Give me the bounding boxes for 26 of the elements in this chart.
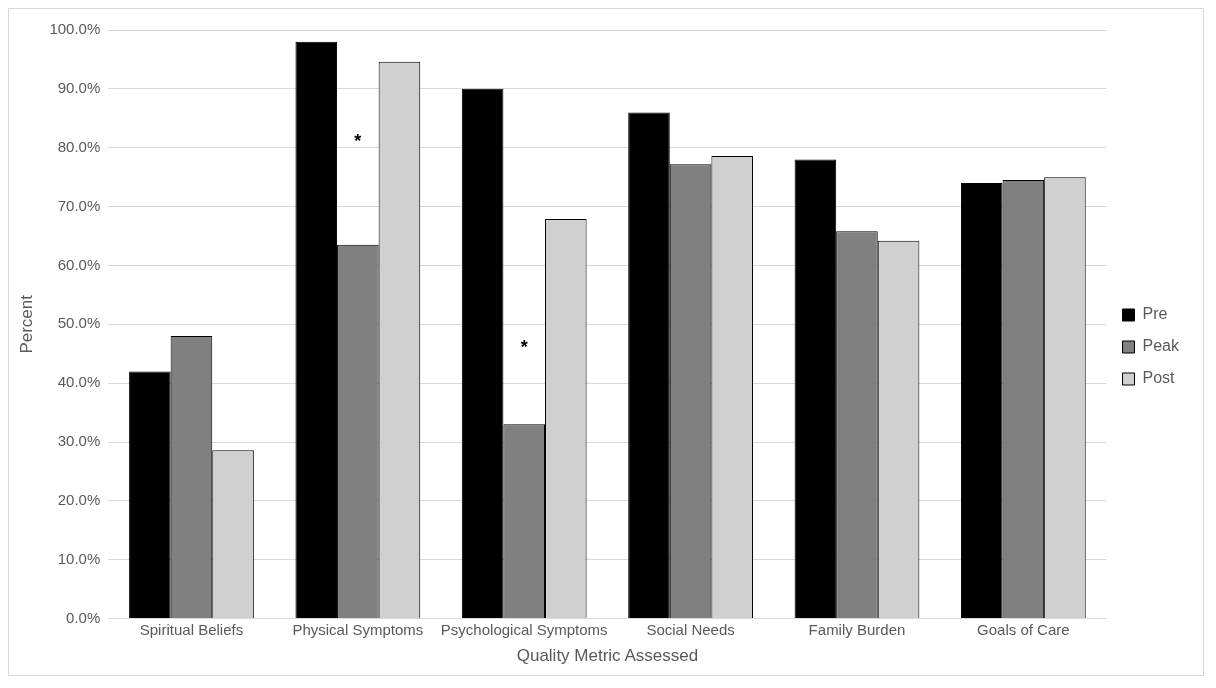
x-tick-label: Family Burden [808, 620, 906, 638]
x-tick-label: Psychological Symptoms [440, 620, 608, 638]
bar [461, 88, 504, 619]
legend-label: Post [1142, 369, 1176, 387]
y-tick-label: 80.0% [57, 137, 101, 155]
annotation: * [520, 336, 528, 357]
y-tick-label: 20.0% [57, 491, 101, 509]
y-tick-label: 90.0% [57, 79, 101, 96]
y-axis-title: Percent [16, 294, 36, 354]
y-tick-label: 10.0% [57, 549, 101, 567]
y-tick-label: 0.0% [66, 608, 101, 626]
x-tick-label: Spiritual Beliefs [139, 620, 244, 638]
annotation: * [354, 130, 362, 151]
legend-label: Pre [1142, 305, 1168, 323]
y-tick-label: 70.0% [57, 196, 101, 214]
legend-label: Peak [1142, 337, 1180, 355]
x-tick-label: Goals of Care [977, 620, 1070, 638]
x-axis-title: Quality Metric Assessed [516, 646, 699, 666]
y-tick-label: 50.0% [57, 314, 101, 332]
y-tick-label: 60.0% [57, 255, 101, 273]
x-tick-label: Physical Symptoms [292, 620, 424, 638]
bar [794, 159, 837, 619]
y-tick-label: 30.0% [57, 432, 101, 450]
y-tick-label: 100.0% [49, 20, 101, 38]
y-tick-label: 40.0% [57, 373, 101, 391]
x-tick-label: Social Needs [646, 620, 735, 638]
